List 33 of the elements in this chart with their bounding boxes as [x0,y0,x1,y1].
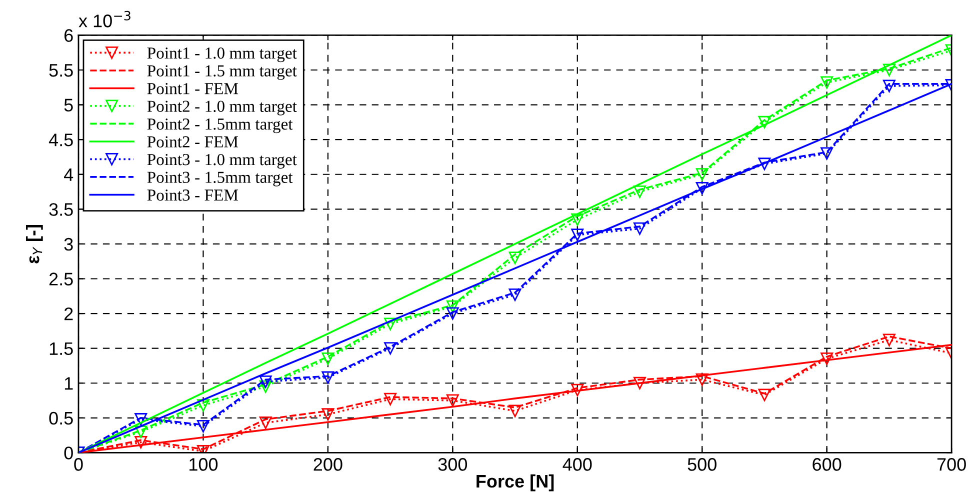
legend-label: Point1 - 1.0 mm target [147,47,297,62]
y-axis-title: ε$_{Y}$ [-] [26,225,43,264]
legend-label: Point2 - 1.5mm target [147,118,293,134]
y-tick-label: 0 [64,446,73,460]
y-tick-label: 3 [64,238,73,251]
legend-label: Point3 - 1.0 mm target [147,154,297,169]
x-tick-label: 700 [937,458,966,471]
legend-label: Point1 - FEM [147,83,238,94]
y-tick-label: 1 [64,377,73,390]
y-tick-label: 6 [64,29,73,42]
text: x 10$^{−3}$ [78,10,130,28]
x-tick-label: 300 [438,458,468,471]
x-tick-label: 600 [812,458,842,471]
y-tick-label: 4 [64,168,74,181]
y-tick-label: 5.5 [49,64,73,77]
y-tick-label: 5 [64,98,73,112]
x-tick-label: 0 [74,458,83,471]
legend-label: Point3 - 1.5mm target [147,172,293,186]
legend-label: Point2 - FEM [147,136,238,148]
y-tick-label: 0.5 [49,412,73,425]
legend-label: Point3 - FEM [147,190,238,201]
legend-label: Point2 - 1.0 mm target [147,100,297,116]
y-tick-label: 2 [64,307,73,320]
y-tick-label: 1.5 [50,342,73,356]
x-axis-title: Force [N] [476,474,554,492]
x-tick-label: 200 [314,458,342,471]
x-tick-label: 500 [688,458,716,471]
y-tick-label: 2.5 [49,272,73,286]
y-tick-label: 4.5 [48,134,73,146]
x-tick-label: 400 [562,458,592,471]
y-tick-label: 3.5 [49,203,73,216]
legend-label: Point1 - 1.5 mm target [147,65,297,80]
x-tick-label: 100 [190,458,218,471]
